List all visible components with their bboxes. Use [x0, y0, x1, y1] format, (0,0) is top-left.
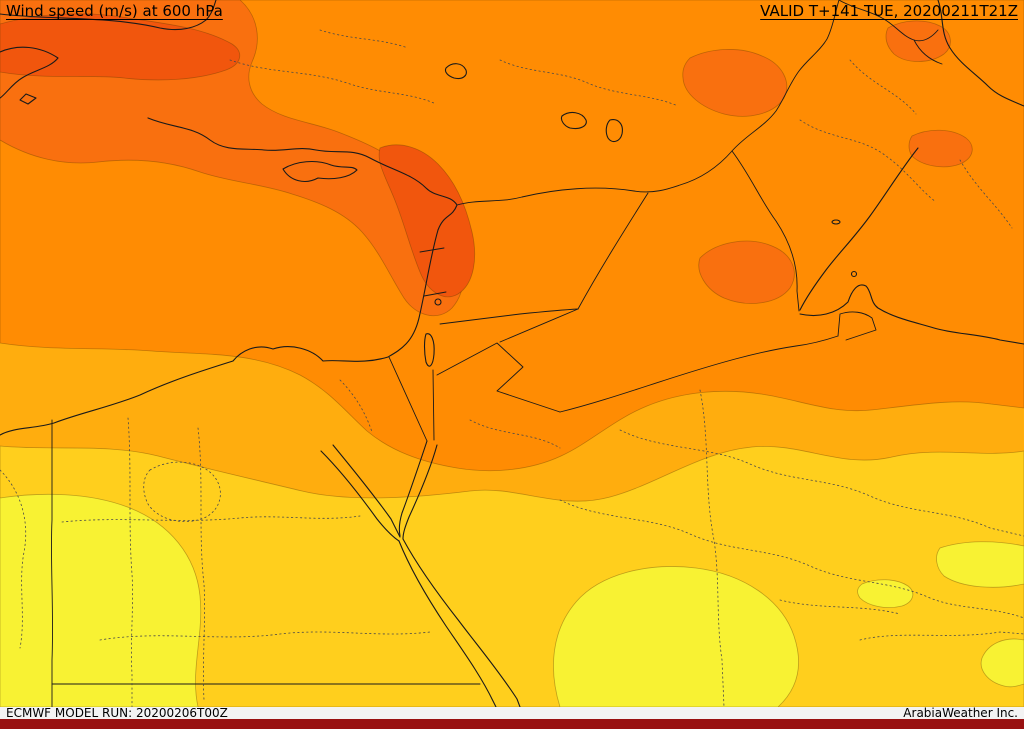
syria-iraq-border	[577, 192, 649, 310]
aegean-island	[19, 93, 37, 105]
black-sea-coastline	[0, 0, 217, 31]
lake-tuz	[444, 63, 467, 80]
turkey-syria-iraq-iran-border	[456, 0, 840, 206]
lake-van	[560, 111, 587, 130]
egypt-israel-border	[388, 356, 428, 442]
jordan-iraq-border	[499, 308, 579, 343]
footer-strip: ECMWF MODEL RUN: 20200206T00Z ArabiaWeat…	[0, 707, 1024, 719]
libya-sudan-admin-dotted	[0, 469, 431, 649]
map-canvas	[0, 0, 1024, 707]
kuwait-border	[837, 311, 877, 341]
red-sea-coastline	[398, 538, 521, 707]
jordan-saudi-border	[436, 342, 561, 413]
turkey-admin-dotted	[229, 29, 679, 107]
israel-jordan-border	[432, 369, 435, 441]
lake-urmia	[605, 119, 623, 143]
fill-deep-orange-blobs	[0, 0, 973, 317]
contour-fills	[0, 0, 1024, 707]
gulf-of-aqaba-coast	[398, 440, 438, 540]
iraq-saudi-border	[559, 335, 839, 413]
brand-label: ArabiaWeather Inc.	[903, 706, 1018, 720]
gulf-island	[831, 219, 841, 225]
map-title: Wind speed (m/s) at 600 hPa	[6, 2, 223, 20]
gulf-of-suez-coast	[320, 444, 401, 542]
fill-red-orange-cores	[0, 13, 475, 298]
country-borders	[50, 0, 943, 707]
model-run-label: ECMWF MODEL RUN: 20200206T00Z	[6, 706, 228, 720]
map-area	[0, 0, 1024, 707]
dead-sea-lake	[423, 333, 435, 367]
sea-of-galilee	[434, 298, 442, 306]
persian-gulf-coastline	[799, 147, 1024, 345]
brand-bar	[0, 719, 1024, 729]
cyprus-island	[282, 160, 358, 182]
lebanon-borders	[419, 247, 447, 297]
fill-bright-yellow-patches	[0, 493, 1024, 707]
iran-iraq-border	[731, 150, 800, 312]
bahrain-island	[850, 270, 858, 278]
egypt-libya-border	[50, 419, 54, 707]
coastlines	[0, 0, 1024, 707]
iran-admin-dotted	[799, 59, 1013, 229]
mediterranean-coastline	[0, 117, 458, 436]
admin-boundaries	[0, 29, 1024, 707]
caspian-coastline	[937, 0, 1024, 107]
saudi-admin-dotted	[469, 389, 1024, 707]
syria-jordan-border	[439, 308, 579, 325]
caucasus-borders	[838, 0, 943, 65]
valid-time-label: VALID T+141 TUE, 20200211T21Z	[760, 2, 1018, 20]
aegean-coastline	[0, 46, 59, 99]
